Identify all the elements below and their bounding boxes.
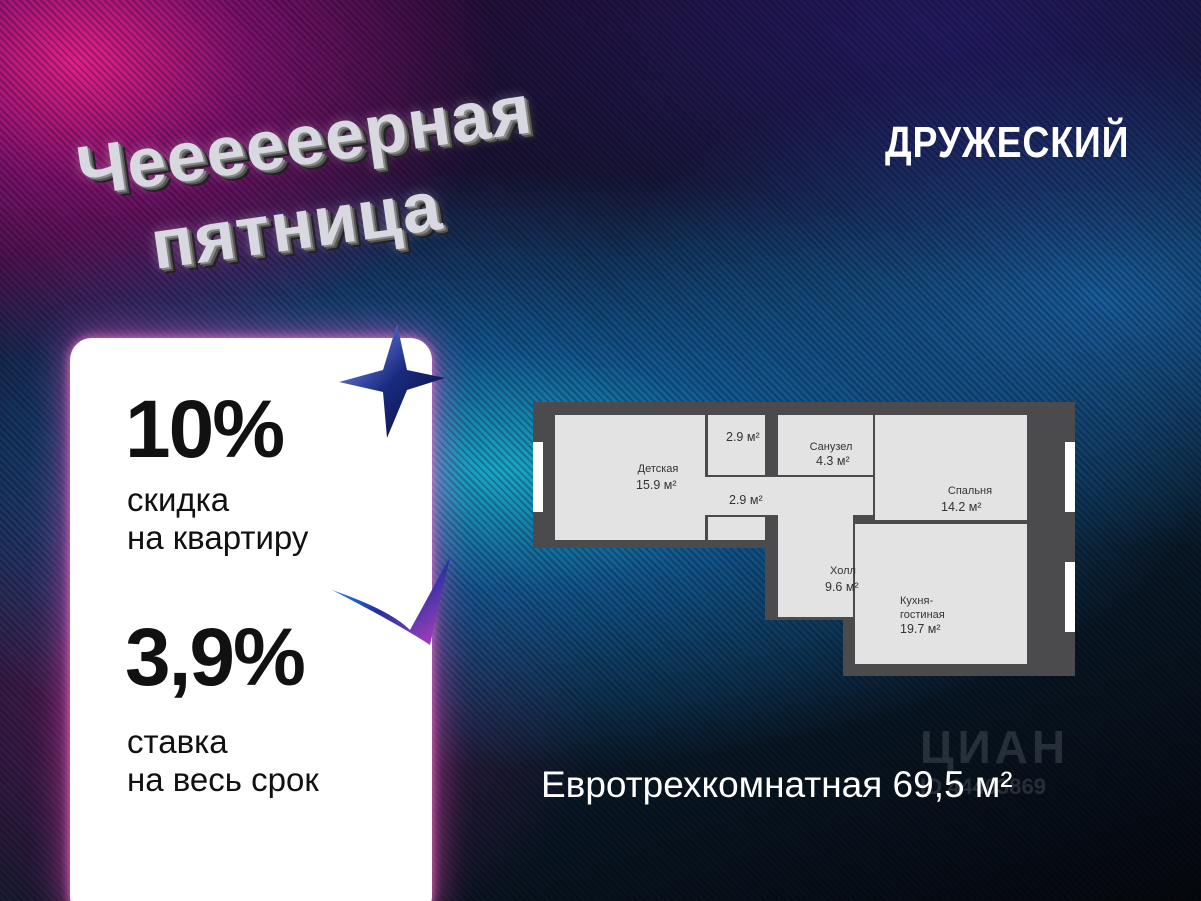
- room-corridor: [683, 477, 873, 515]
- room-area: 4.3 м²: [816, 454, 850, 468]
- rate-text-2: на весь срок: [127, 761, 319, 798]
- room-area: 15.9 м²: [636, 478, 677, 492]
- bird-icon: [332, 557, 450, 645]
- room-label: Кухня- гостиная: [900, 595, 945, 621]
- room-area: 2.9 м²: [726, 430, 760, 444]
- apartment-caption: Евротрехкомнатная 69,5 м²: [541, 764, 1013, 805]
- offer-card: 10% скидка на квартиру 3,9% ставка на ве…: [70, 338, 432, 901]
- room-kitchen: [855, 524, 1027, 664]
- room-label: Санузел: [809, 441, 853, 453]
- room-area: 14.2 м²: [941, 500, 982, 514]
- room-area: 9.6 м²: [825, 580, 859, 594]
- floor-plan: Детская 15.9 м² 2.9 м² Санузел 4.3 м² 2.…: [533, 402, 1075, 676]
- room-closet: [708, 517, 765, 540]
- discount-value: 10%: [125, 384, 285, 475]
- watermark: ЦИАН ID 44403869: [920, 721, 1070, 799]
- rate-text-1: ставка: [127, 723, 228, 760]
- room-hall: [778, 515, 853, 617]
- rate-value: 3,9%: [125, 612, 306, 703]
- room-area: 19.7 м²: [900, 622, 941, 636]
- room-bedroom: [875, 415, 1027, 520]
- room-label: Детская: [637, 463, 679, 475]
- room-label: Холл: [830, 565, 856, 577]
- discount-text-1: скидка: [127, 481, 230, 518]
- room-area: 2.9 м²: [729, 493, 763, 507]
- discount-text-2: на квартиру: [127, 519, 309, 556]
- star-icon: [339, 324, 445, 438]
- brand-logo: ДРУЖЕСКИЙ: [885, 118, 1130, 167]
- room-bathroom: [778, 415, 873, 475]
- room-label: Спальня: [947, 485, 993, 497]
- room-kids: [555, 415, 705, 540]
- room-wardrobe: [708, 415, 765, 475]
